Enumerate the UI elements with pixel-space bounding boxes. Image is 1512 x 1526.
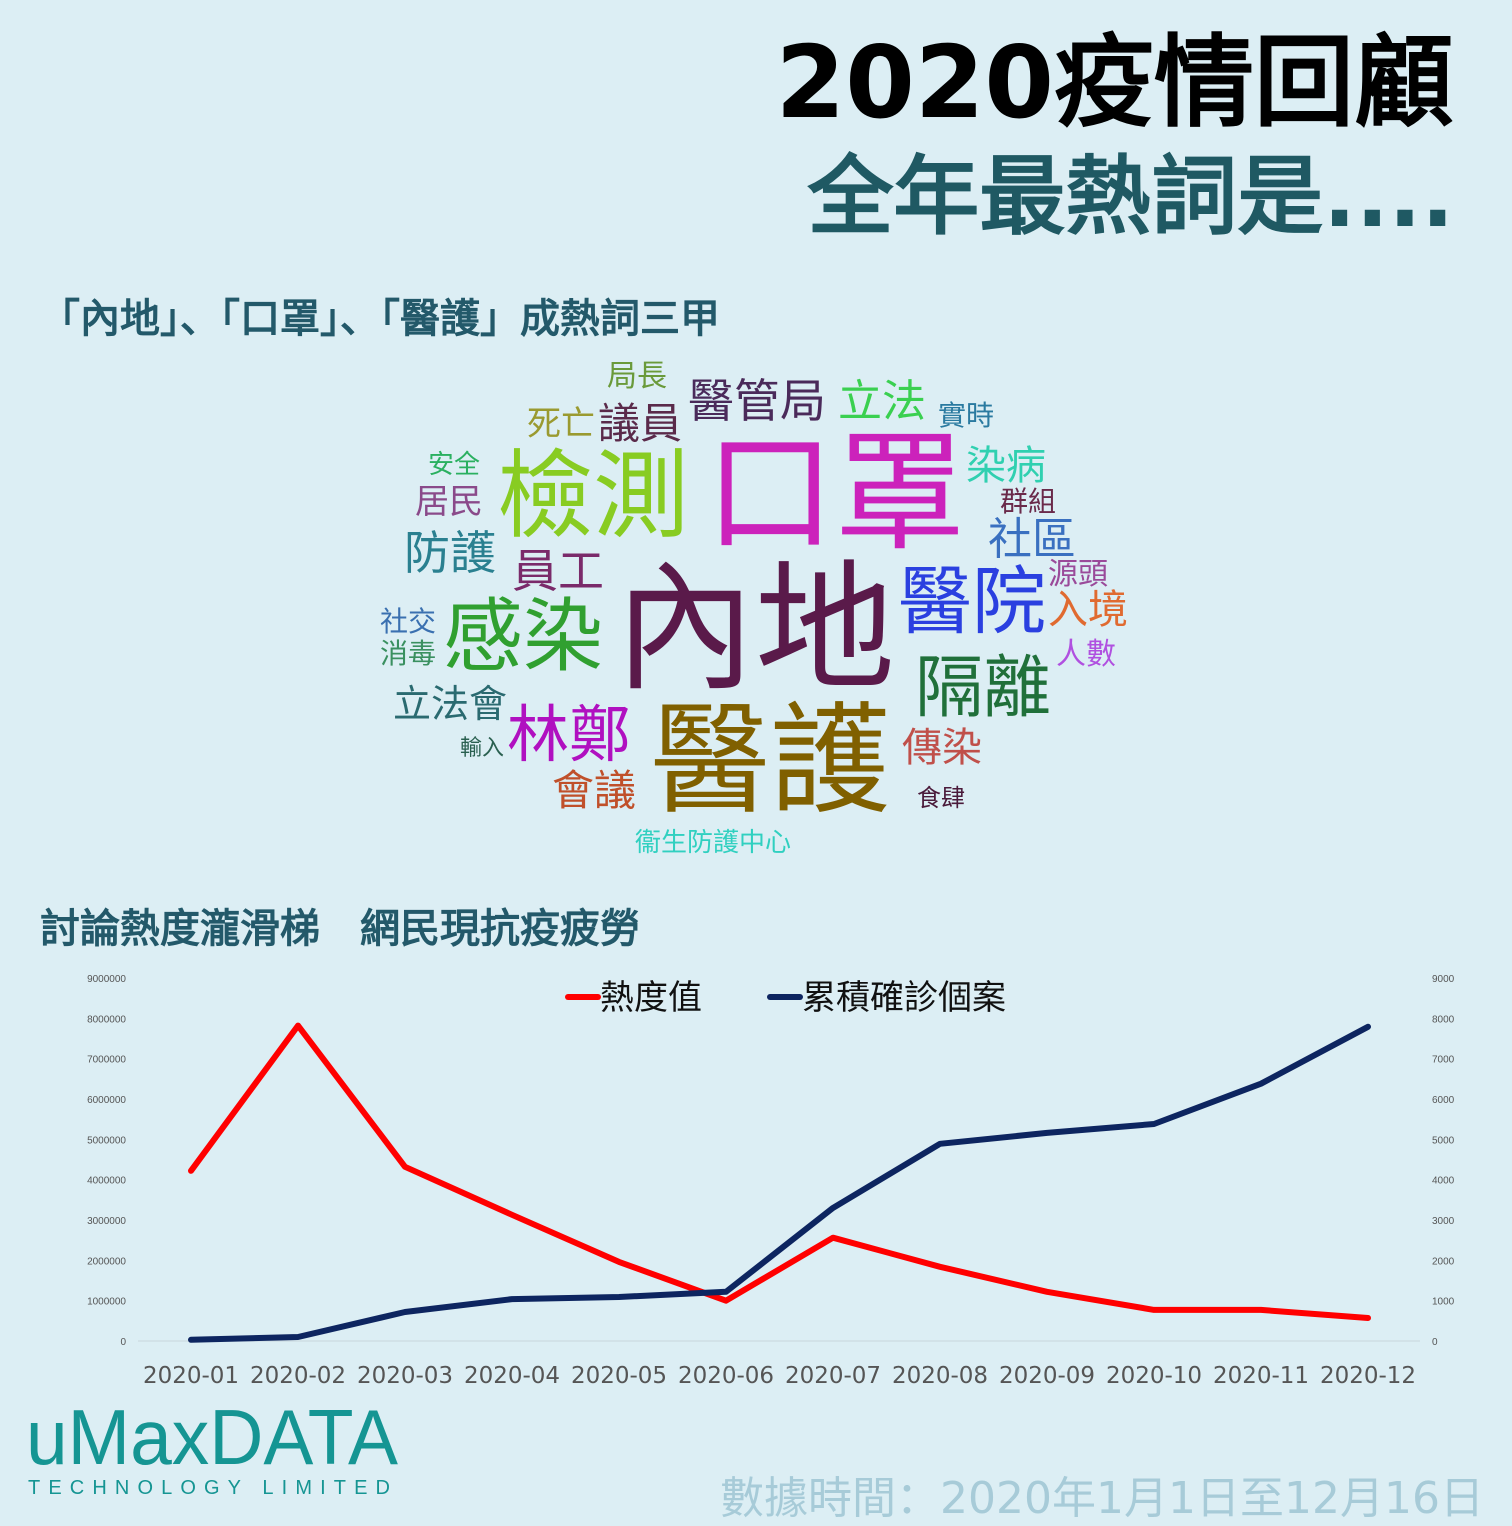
legend-label: 熱度值 — [600, 978, 702, 1018]
series-line-heat-value — [188, 1022, 1371, 1321]
left-axis-tick-label: 0 — [120, 1337, 126, 1348]
word-cloud-word: 食肆 — [917, 784, 965, 812]
right-axis-tick-label: 7000 — [1432, 1055, 1455, 1066]
data-period-note: 數據時間：2020年1月1日至12月16日 — [720, 1473, 1484, 1524]
word-cloud-word: 議員 — [598, 399, 683, 448]
series-line-confirmed-cases — [188, 1023, 1371, 1343]
page-subtitle: 全年最熱詞是.... — [807, 147, 1454, 247]
word-cloud-word: 實時 — [938, 399, 995, 432]
word-cloud-word: 員工 — [512, 544, 604, 598]
logo-tagline: TECHNOLOGY LIMITED — [28, 1477, 398, 1499]
word-cloud-word: 醫院 — [898, 559, 1046, 645]
logo-wordmark: uMaxDATA — [26, 1398, 398, 1481]
right-axis-tick-label: 2000 — [1432, 1256, 1455, 1267]
left-axis-tick-label: 4000000 — [87, 1176, 126, 1187]
word-cloud-word: 社區 — [988, 514, 1076, 565]
word-cloud-word: 醫護 — [650, 692, 890, 831]
right-axis-tick-label: 3000 — [1432, 1216, 1455, 1227]
x-axis-tick-label: 2020-05 — [571, 1363, 667, 1389]
x-axis-tick-label: 2020-09 — [999, 1363, 1095, 1389]
word-cloud-word: 防護 — [404, 526, 496, 580]
page-title: 2020疫情回顧 — [775, 24, 1454, 141]
x-axis-tick-label: 2020-02 — [250, 1363, 346, 1389]
right-axis-tick-label: 8000 — [1432, 1014, 1455, 1025]
left-axis-tick-label: 3000000 — [87, 1216, 126, 1227]
word-cloud-word: 立法 — [838, 376, 926, 427]
right-axis-tick-label: 4000 — [1432, 1176, 1455, 1187]
x-axis-tick-label: 2020-01 — [143, 1363, 239, 1389]
left-axis-tick-label: 2000000 — [87, 1256, 126, 1267]
word-cloud: 局長 醫管局 立法 實時 死亡 議員安全 檢測 口罩 群組 染病居民社區 防護 員工 內地 醫院 源頭 入境 社… — [380, 359, 1128, 858]
right-axis-tick-label: 5000 — [1432, 1135, 1455, 1146]
legend-label: 累積確診個案 — [802, 978, 1006, 1018]
word-cloud-word: 源頭 — [1048, 557, 1108, 592]
wordcloud-heading: 「內地」、「口罩」、「醫護」成熱詞三甲 — [40, 296, 720, 342]
word-cloud-word: 檢測 — [497, 440, 689, 552]
word-cloud-word: 入境 — [1048, 587, 1128, 633]
chart-heading: 討論熱度瀧滑梯 網民現抗疫疲勞 — [40, 906, 640, 952]
word-cloud-word: 內地 — [615, 548, 896, 711]
word-cloud-word: 安全 — [428, 450, 481, 480]
right-axis-tick-label: 6000 — [1432, 1095, 1455, 1106]
left-axis-tick-label: 6000000 — [87, 1095, 126, 1106]
umaxdata-logo: uMaxDATA TECHNOLOGY LIMITED — [26, 1398, 398, 1499]
word-cloud-word: 染病 — [966, 443, 1046, 489]
word-cloud-word: 死亡 — [527, 404, 595, 444]
word-cloud-word: 傳染 — [902, 725, 982, 771]
x-axis-tick-label: 2020-12 — [1320, 1363, 1416, 1389]
left-axis-tick-label: 5000000 — [87, 1135, 126, 1146]
x-axis-tick-label: 2020-04 — [464, 1363, 560, 1389]
word-cloud-word: 居民 — [415, 482, 483, 522]
x-axis-tick-label: 2020-10 — [1106, 1363, 1202, 1389]
line-chart: 0 1000000 2000000 3000000 4000000 5000000 6000… — [87, 974, 1455, 1389]
word-cloud-word: 林鄭 — [507, 698, 632, 771]
left-axis-tick-label: 9000000 — [87, 974, 126, 985]
left-axis-tick-label: 8000000 — [87, 1014, 126, 1025]
x-axis-tick-label: 2020-11 — [1213, 1363, 1309, 1389]
word-cloud-word: 人數 — [1056, 637, 1116, 672]
word-cloud-word: 社交 — [380, 605, 437, 638]
word-cloud-word: 局長 — [607, 359, 667, 394]
word-cloud-word: 消毒 — [380, 637, 437, 670]
word-cloud-word: 立法會 — [393, 682, 508, 726]
right-axis-tick-label: 9000 — [1432, 974, 1455, 985]
word-cloud-word: 輸入 — [460, 736, 505, 761]
right-axis-tick-label: 1000 — [1432, 1297, 1455, 1308]
word-cloud-word: 隔離 — [915, 649, 1052, 728]
x-axis-tick-label: 2020-08 — [892, 1363, 988, 1389]
x-axis-tick-label: 2020-06 — [678, 1363, 774, 1389]
word-cloud-word: 口罩 — [705, 417, 966, 569]
word-cloud-word: 群組 — [1000, 485, 1057, 518]
word-cloud-word: 醫管局 — [688, 374, 826, 428]
word-cloud-word: 感染 — [443, 590, 603, 683]
word-cloud-word: 衞生防護中心 — [635, 828, 792, 858]
right-axis-tick-label: 0 — [1432, 1337, 1438, 1348]
x-axis-tick-label: 2020-03 — [357, 1363, 453, 1389]
left-axis-tick-label: 7000000 — [87, 1055, 126, 1066]
word-cloud-word: 會議 — [552, 766, 637, 815]
x-axis-tick-label: 2020-07 — [785, 1363, 881, 1389]
left-axis-tick-label: 1000000 — [87, 1297, 126, 1308]
